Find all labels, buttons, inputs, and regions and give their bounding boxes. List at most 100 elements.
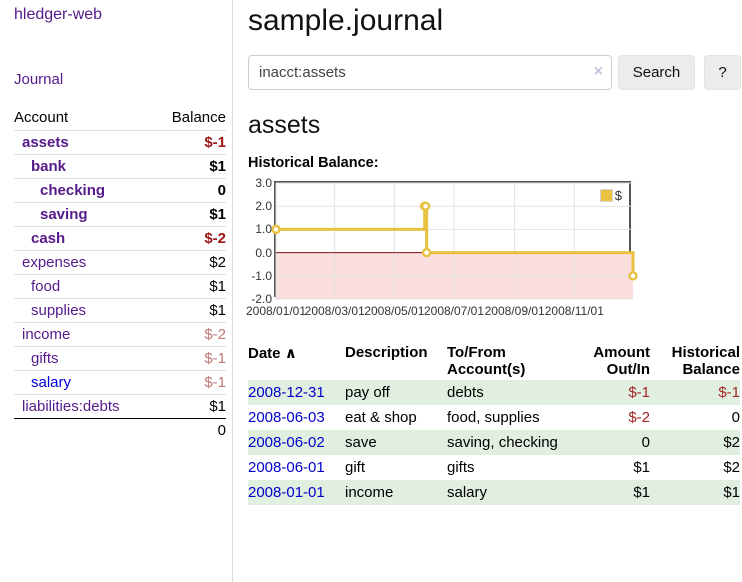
row-description: pay off [345, 380, 447, 405]
account-link-income[interactable]: income [14, 323, 70, 346]
account-balance: $-2 [204, 227, 226, 250]
row-accounts: salary [447, 480, 562, 505]
row-amount: 0 [562, 430, 650, 455]
register-table: Date ∧ Description To/From Account(s) Am… [248, 342, 740, 505]
header-date-label: Date [248, 345, 281, 362]
account-link-expenses[interactable]: expenses [14, 251, 86, 274]
accounts-header-balance: Balance [172, 106, 226, 130]
row-amount: $-2 [562, 405, 650, 430]
register-header-row: Date ∧ Description To/From Account(s) Am… [248, 342, 740, 380]
row-amount: $-1 [562, 380, 650, 405]
legend-swatch-icon [600, 189, 613, 202]
chart-legend: $ [597, 187, 625, 204]
header-accounts: To/From Account(s) [447, 342, 562, 380]
account-link-gifts[interactable]: gifts [14, 347, 59, 370]
account-balance: $-2 [204, 323, 226, 346]
account-row: salary $-1 [14, 370, 226, 394]
account-row: checking 0 [14, 178, 226, 202]
date-link[interactable]: 2008-06-02 [248, 434, 325, 451]
accounts-total: 0 [218, 419, 226, 442]
help-button[interactable]: ? [704, 55, 741, 90]
account-balance: $1 [209, 155, 226, 178]
row-balance: $1 [650, 480, 740, 505]
row-amount: $1 [562, 455, 650, 480]
y-tick-label: 2.0 [248, 199, 272, 213]
header-description: Description [345, 342, 447, 380]
app-brand-link[interactable]: hledger-web [14, 6, 102, 24]
accounts-header-account: Account [14, 106, 68, 130]
search-input[interactable] [248, 55, 612, 90]
account-balance: $-1 [204, 371, 226, 394]
account-balance: $-1 [204, 347, 226, 370]
account-row: saving $1 [14, 202, 226, 226]
account-row: gifts $-1 [14, 346, 226, 370]
search-button[interactable]: Search [618, 55, 695, 90]
clear-search-icon[interactable]: × [594, 63, 603, 81]
row-description: gift [345, 455, 447, 480]
table-row: 2008-06-01 gift gifts $1 $2 [248, 455, 740, 480]
account-balance: $-1 [204, 131, 226, 154]
account-link-supplies[interactable]: supplies [14, 299, 86, 322]
main-content: sample.journal × Search ? assets Histori… [248, 0, 742, 505]
row-description: income [345, 480, 447, 505]
chart-title: Historical Balance: [248, 155, 742, 171]
table-row: 2008-12-31 pay off debts $-1 $-1 [248, 380, 740, 405]
header-balance: Historical Balance [650, 342, 740, 380]
account-row: supplies $1 [14, 298, 226, 322]
row-accounts: saving, checking [447, 430, 562, 455]
chart-canvas [276, 183, 633, 299]
header-amount: Amount Out/In [562, 342, 650, 380]
chart-plot-area[interactable]: $ [274, 181, 631, 297]
row-balance: $2 [650, 430, 740, 455]
account-balance: $1 [209, 275, 226, 298]
y-tick-label: -1.0 [248, 269, 272, 283]
sidebar-item-journal[interactable]: Journal [14, 71, 63, 88]
x-tick-label: 2008/05/01 [361, 304, 427, 318]
row-accounts: gifts [447, 455, 562, 480]
y-tick-label: 3.0 [248, 176, 272, 190]
account-row: assets $-1 [14, 130, 226, 154]
sort-ascending-icon: ∧ [285, 345, 297, 362]
date-link[interactable]: 2008-12-31 [248, 384, 325, 401]
account-link-food[interactable]: food [14, 275, 60, 298]
accounts-header: Account Balance [14, 106, 226, 130]
row-description: eat & shop [345, 405, 447, 430]
account-page-title: assets [248, 111, 742, 140]
row-accounts: food, supplies [447, 405, 562, 430]
row-accounts: debts [447, 380, 562, 405]
header-date[interactable]: Date ∧ [248, 342, 345, 380]
table-row: 2008-06-03 eat & shop food, supplies $-2… [248, 405, 740, 430]
page-title: sample.journal [248, 4, 742, 38]
row-balance: $-1 [650, 380, 740, 405]
date-link[interactable]: 2008-01-01 [248, 484, 325, 501]
table-row: 2008-06-02 save saving, checking 0 $2 [248, 430, 740, 455]
account-balance: 0 [218, 179, 226, 202]
date-link[interactable]: 2008-06-01 [248, 459, 325, 476]
account-row: bank $1 [14, 154, 226, 178]
account-balance: $1 [209, 299, 226, 322]
account-link-cash[interactable]: cash [14, 227, 65, 250]
account-balance: $1 [209, 203, 226, 226]
y-tick-label: 1.0 [248, 222, 272, 236]
account-row: cash $-2 [14, 226, 226, 250]
date-link[interactable]: 2008-06-03 [248, 409, 325, 426]
row-description: save [345, 430, 447, 455]
x-tick-label: 2008/03/01 [302, 304, 368, 318]
account-link-salary[interactable]: salary [14, 371, 71, 394]
account-link-assets[interactable]: assets [14, 131, 69, 154]
x-tick-label: 2008/09/01 [482, 304, 548, 318]
search-bar: × Search ? [248, 55, 742, 90]
account-row: expenses $2 [14, 250, 226, 274]
account-row: income $-2 [14, 322, 226, 346]
account-link-bank[interactable]: bank [14, 155, 66, 178]
table-row: 2008-01-01 income salary $1 $1 [248, 480, 740, 505]
historical-balance-chart: 3.02.01.00.0-1.0-2.0 $ 2008/01/012008/03… [248, 177, 742, 323]
account-link-checking[interactable]: checking [14, 179, 105, 202]
x-tick-label: 2008/01/01 [243, 304, 309, 318]
account-balance: $1 [209, 395, 226, 418]
account-link-liabilities-debts[interactable]: liabilities:debts [14, 395, 120, 418]
accounts-table: Account Balance assets $-1 bank $1 check… [14, 106, 226, 442]
account-link-saving[interactable]: saving [14, 203, 88, 226]
row-balance: $2 [650, 455, 740, 480]
row-amount: $1 [562, 480, 650, 505]
